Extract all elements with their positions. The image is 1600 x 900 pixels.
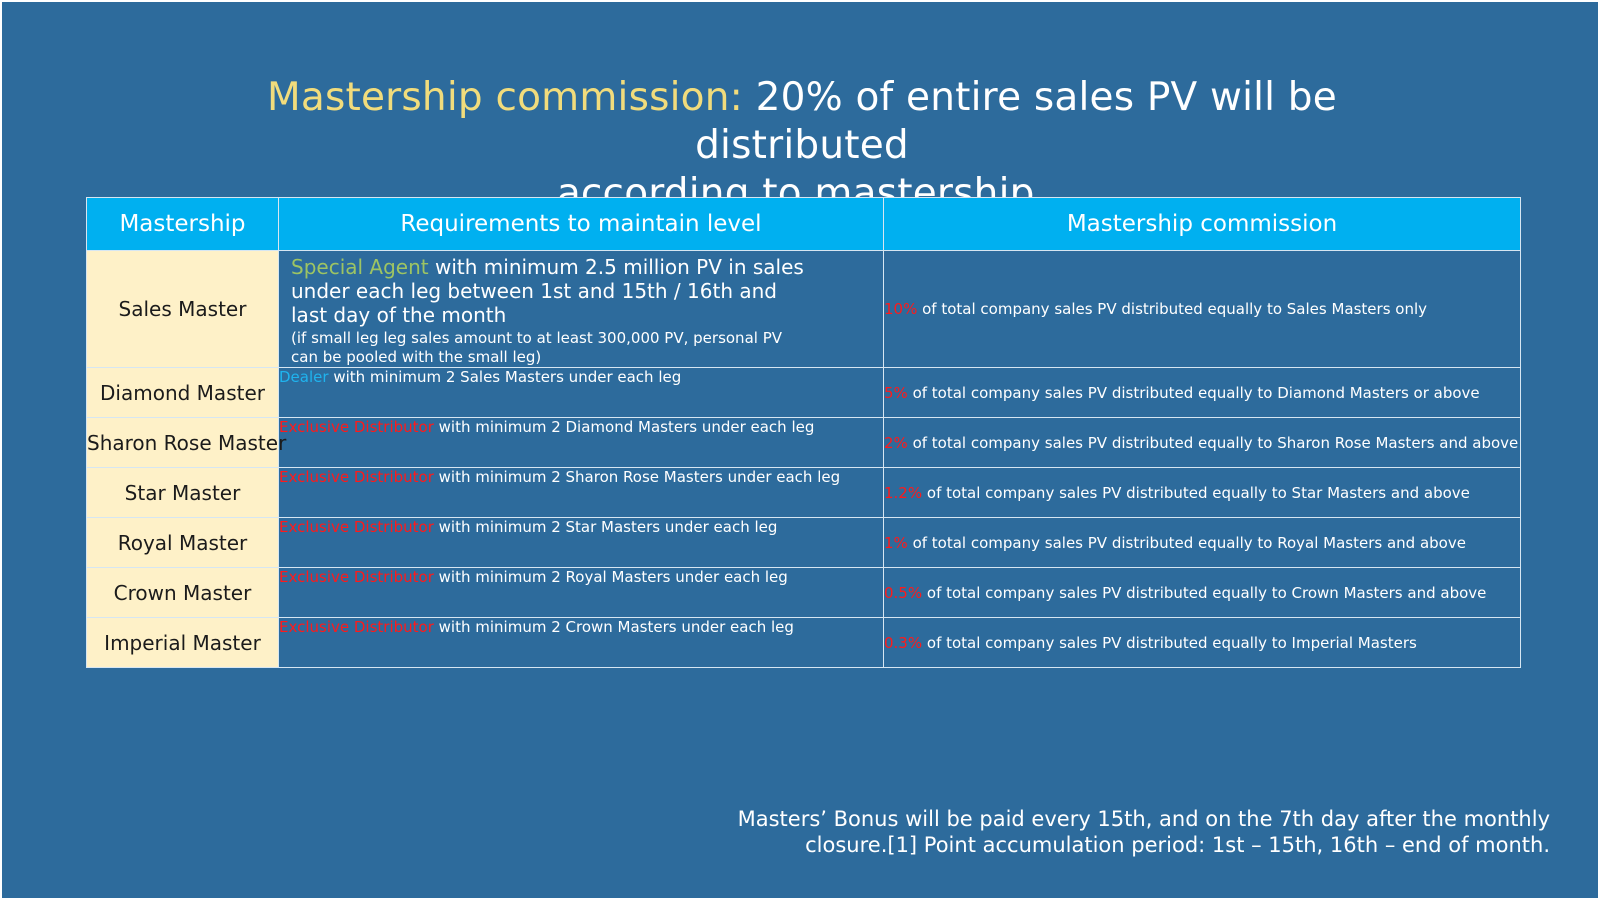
commission-text: of total company sales PV distributed eq… [922,300,1428,318]
requirement-text: with minimum 2 Crown Masters under each … [438,618,794,636]
mastership-name: Sharon Rose Master [86,417,286,468]
role-exclusive-distributor: Exclusive Distributor [279,468,434,486]
mastership-name: Star Master [86,467,279,518]
table-row: Diamond Master Dealer with minimum 2 Sal… [86,367,1521,418]
requirement-cell: Exclusive Distributor with minimum 2 Roy… [278,567,884,618]
header-commission: Mastership commission [883,197,1521,251]
commission-percent: 1% [884,533,908,552]
role-exclusive-distributor: Exclusive Distributor [279,518,434,536]
table-row: Crown Master Exclusive Distributor with … [86,567,1521,618]
requirement-main: Special Agent with minimum 2.5 million P… [291,255,811,327]
commission-percent: 10% [884,300,918,318]
table-header-row: Mastership Requirements to maintain leve… [86,197,1521,251]
commission-cell: 10% of total company sales PV distribute… [883,250,1521,368]
table-row: Imperial Master Exclusive Distributor wi… [86,617,1521,668]
commission-cell: 1.2% of total company sales PV distribut… [883,467,1521,518]
requirement-text: with minimum 2 Sales Masters under each … [333,368,682,386]
requirement-text: with minimum 2 Diamond Masters under eac… [438,418,815,436]
header-requirements: Requirements to maintain level [278,197,884,251]
requirement-cell: Exclusive Distributor with minimum 2 Dia… [278,417,884,468]
requirement-cell: Dealer with minimum 2 Sales Masters unde… [278,367,884,418]
mastership-name: Imperial Master [86,617,279,668]
header-mastership: Mastership [86,197,279,251]
commission-percent: 0.3% [884,633,923,652]
footer-note: Masters’ Bonus will be paid every 15th, … [737,807,1550,857]
role-exclusive-distributor: Exclusive Distributor [279,568,434,586]
commission-cell: 0.3% of total company sales PV distribut… [883,617,1521,668]
commission-text: of total company sales PV distributed eq… [926,483,1470,502]
role-exclusive-distributor: Exclusive Distributor [279,618,434,636]
mastership-name: Sales Master [86,250,279,368]
requirement-text: with minimum 2 Sharon Rose Masters under… [438,468,841,486]
commission-percent: 5% [884,383,908,402]
commission-percent: 0.5% [884,583,923,602]
commission-text: of total company sales PV distributed eq… [926,583,1487,602]
mastership-table: Mastership Requirements to maintain leve… [86,197,1521,668]
role-special-agent: Special Agent [291,255,429,279]
commission-text: of total company sales PV distributed eq… [912,383,1480,402]
table-row: Sharon Rose Master Exclusive Distributor… [86,417,1521,468]
commission-text: of total company sales PV distributed eq… [912,533,1466,552]
commission-text: of total company sales PV distributed eq… [912,433,1519,452]
title-highlight: Mastership commission: [267,75,743,120]
commission-cell: 5% of total company sales PV distributed… [883,367,1521,418]
commission-cell: 1% of total company sales PV distributed… [883,517,1521,568]
requirement-cell: Exclusive Distributor with minimum 2 Sha… [278,467,884,518]
requirement-text: with minimum 2 Royal Masters under each … [438,568,788,586]
requirement-text: with minimum 2.5 million PV in sales und… [291,255,804,327]
commission-cell: 0.5% of total company sales PV distribut… [883,567,1521,618]
requirement-cell: Exclusive Distributor with minimum 2 Cro… [278,617,884,668]
table-row: Star Master Exclusive Distributor with m… [86,467,1521,518]
table-row: Sales Master Special Agent with minimum … [86,250,1521,368]
requirement-cell: Special Agent with minimum 2.5 million P… [278,250,884,368]
title-line1: 20% of entire sales PV will be distribut… [695,75,1337,168]
mastership-name: Crown Master [86,567,279,618]
requirement-text: with minimum 2 Star Masters under each l… [438,518,778,536]
role-exclusive-distributor: Exclusive Distributor [279,418,434,436]
commission-percent: 2% [884,433,908,452]
commission-percent: 1.2% [884,483,923,502]
commission-text: of total company sales PV distributed eq… [926,633,1417,652]
role-dealer: Dealer [279,368,329,386]
requirement-cell: Exclusive Distributor with minimum 2 Sta… [278,517,884,568]
mastership-name: Diamond Master [86,367,279,418]
mastership-name: Royal Master [86,517,279,568]
requirement-note: (if small leg leg sales amount to at lea… [291,329,783,366]
commission-cell: 2% of total company sales PV distributed… [883,417,1521,468]
table-row: Royal Master Exclusive Distributor with … [86,517,1521,568]
